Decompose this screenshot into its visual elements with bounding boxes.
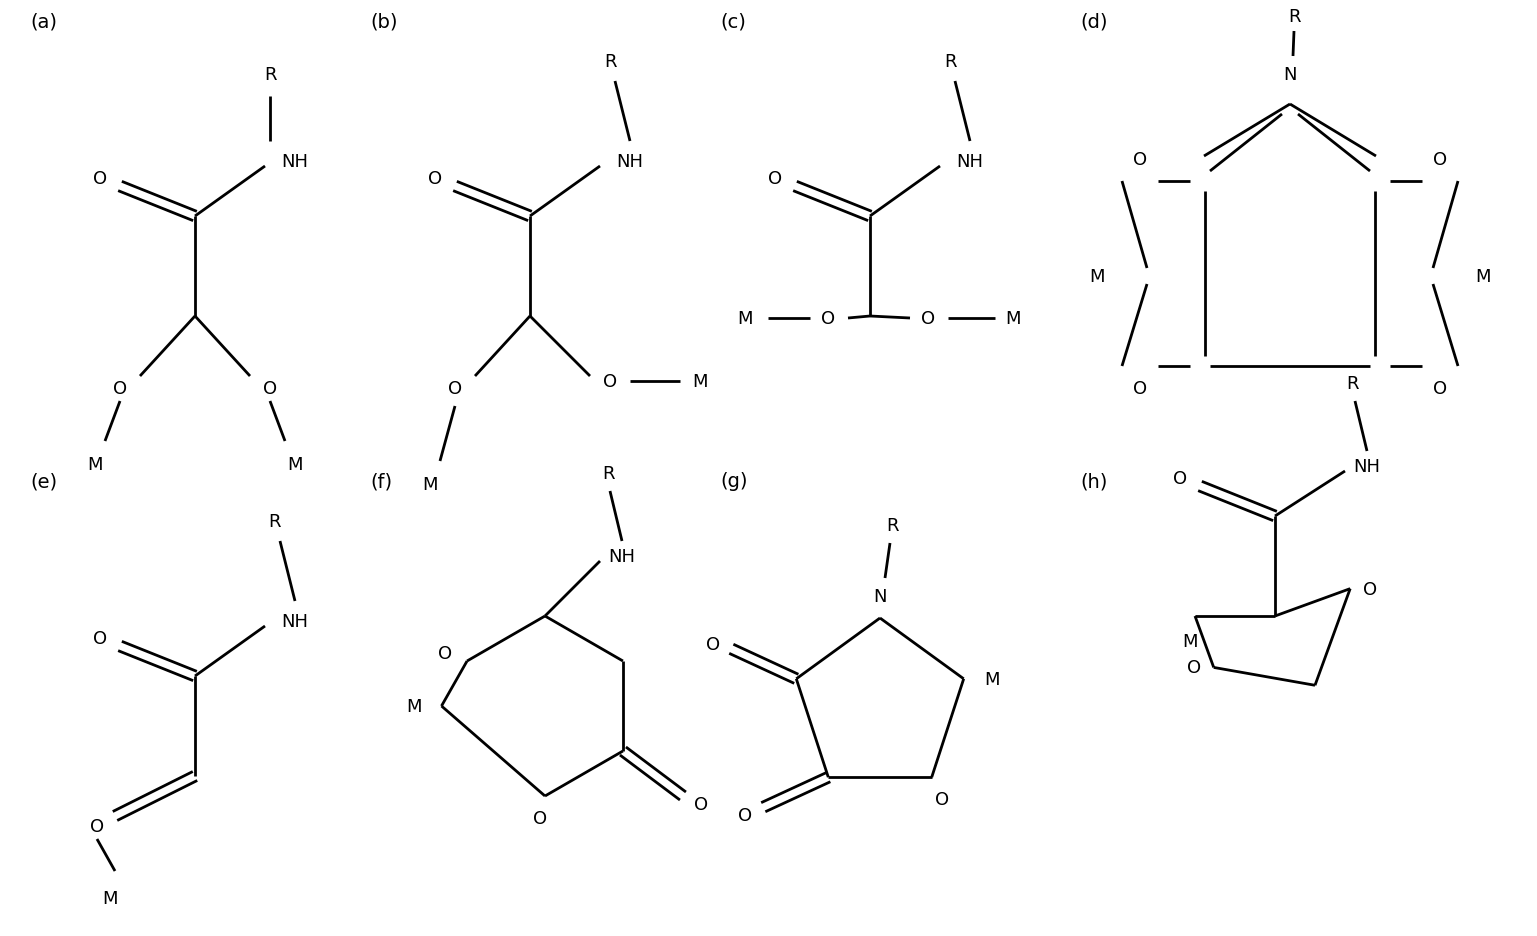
Text: NH: NH <box>281 153 309 170</box>
Text: N: N <box>1283 66 1297 84</box>
Text: (f): (f) <box>370 472 392 491</box>
Text: O: O <box>447 380 463 398</box>
Text: O: O <box>92 169 108 188</box>
Text: M: M <box>984 670 999 688</box>
Text: O: O <box>1133 380 1147 398</box>
Text: M: M <box>406 697 421 715</box>
Text: M: M <box>1182 633 1197 651</box>
Text: R: R <box>885 517 898 534</box>
Text: R: R <box>269 512 281 531</box>
Text: O: O <box>821 310 835 328</box>
Text: M: M <box>738 310 753 328</box>
Text: O: O <box>934 790 948 809</box>
Text: M: M <box>1476 268 1491 285</box>
Text: O: O <box>1432 380 1446 398</box>
Text: R: R <box>603 464 615 482</box>
Text: (h): (h) <box>1081 472 1107 491</box>
Text: O: O <box>921 310 934 328</box>
Text: O: O <box>533 809 547 827</box>
Text: (e): (e) <box>31 472 57 491</box>
Text: O: O <box>92 629 108 648</box>
Text: O: O <box>768 169 782 188</box>
Text: (c): (c) <box>719 12 745 32</box>
Text: NH: NH <box>609 548 635 565</box>
Text: R: R <box>264 66 277 84</box>
Text: NH: NH <box>956 153 984 170</box>
Text: NH: NH <box>616 153 644 170</box>
Text: (a): (a) <box>31 12 57 32</box>
Text: M: M <box>1005 310 1021 328</box>
Text: M: M <box>103 889 118 907</box>
Text: M: M <box>692 373 707 390</box>
Text: O: O <box>693 796 709 813</box>
Text: O: O <box>1133 151 1147 168</box>
Text: M: M <box>423 475 438 493</box>
Text: R: R <box>944 53 956 71</box>
Text: O: O <box>263 380 277 398</box>
Text: O: O <box>603 373 616 390</box>
Text: R: R <box>1346 374 1359 392</box>
Text: (g): (g) <box>719 472 747 491</box>
Text: O: O <box>1363 580 1377 598</box>
Text: M: M <box>287 456 303 474</box>
Text: NH: NH <box>281 612 309 630</box>
Text: O: O <box>91 817 105 835</box>
Text: NH: NH <box>1354 458 1380 475</box>
Text: (b): (b) <box>370 12 398 32</box>
Text: O: O <box>705 636 721 653</box>
Text: O: O <box>112 380 128 398</box>
Text: O: O <box>427 169 443 188</box>
Text: O: O <box>1173 470 1187 488</box>
Text: O: O <box>438 644 452 663</box>
Text: M: M <box>88 456 103 474</box>
Text: O: O <box>738 806 752 825</box>
Text: R: R <box>1288 8 1302 26</box>
Text: (d): (d) <box>1081 12 1108 32</box>
Text: O: O <box>1187 659 1200 677</box>
Text: O: O <box>1432 151 1446 168</box>
Text: N: N <box>873 588 887 606</box>
Text: M: M <box>1090 268 1105 285</box>
Text: R: R <box>604 53 616 71</box>
